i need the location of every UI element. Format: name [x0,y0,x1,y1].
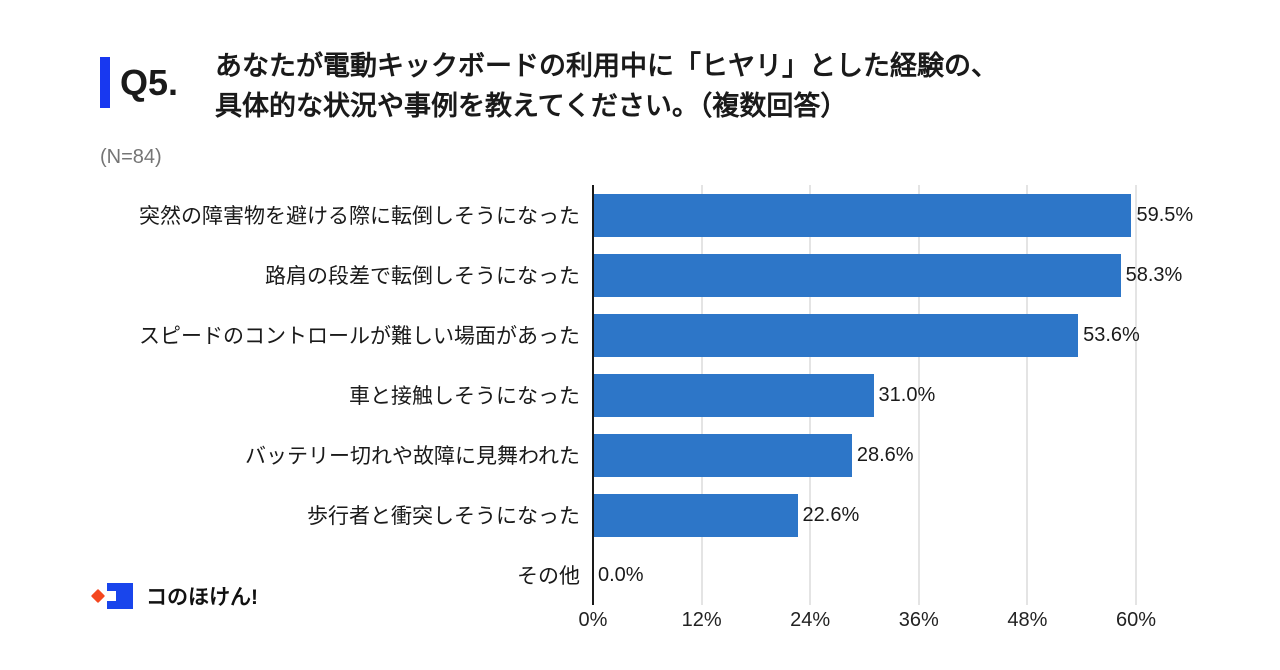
gridline [1135,185,1137,605]
question-accent-bar [100,57,110,108]
x-tick-label: 24% [790,609,831,631]
category-label: その他 [517,565,580,588]
title-line-1: あなたが電動キックボードの利用中に「ヒヤリ」とした経験の、 [215,51,998,81]
category-label: 歩行者と衝突しそうになった [307,505,580,528]
bar-track: 31.0% [593,374,1136,417]
value-label: 59.5% [1136,204,1194,226]
value-label: 58.3% [1125,264,1183,286]
bar [593,314,1079,357]
y-axis-line [592,185,594,605]
chart-row: スピードのコントロールが難しい場面があった 53.6% [0,305,1280,365]
x-tick-label: 0% [578,609,608,631]
bar-track: 58.3% [593,254,1182,297]
bar-track: 28.6% [593,434,1136,477]
konohoken-logo-icon [90,581,134,611]
brand-logo-text: コのほけん! [146,586,258,609]
value-label: 53.6% [1083,324,1140,346]
bar-chart: 突然の障害物を避ける際に転倒しそうになった 59.5% 路肩の段差で転倒しそうになっ… [0,185,1280,645]
bar [593,434,852,477]
bar [593,374,874,417]
question-number: Q5. [120,62,179,103]
gridline [918,185,920,605]
x-tick-label: 12% [681,609,722,631]
chart-row: 車と接触しそうになった 31.0% [0,365,1280,425]
bar-track: 22.6% [593,494,1136,537]
bar [593,494,798,537]
x-axis: 0% 12% 24% 36% 48% 60% [579,609,1156,639]
value-label: 31.0% [878,384,936,406]
sample-size-label: (N=84) [100,146,162,168]
bar [593,194,1132,237]
category-label: スピードのコントロールが難しい場面があった [139,325,580,348]
x-tick-label: 36% [898,609,939,631]
value-label: 28.6% [856,444,914,466]
brand-logo: コのほけん! [90,581,258,611]
chart-row: その他 0.0% [0,545,1280,605]
page-title: あなたが電動キックボードの利用中に「ヒヤリ」とした経験の、 具体的な状況や事例を… [215,46,998,126]
chart-row: 歩行者と衝突しそうになった 22.6% [0,485,1280,545]
bar-track: 59.5% [593,194,1193,237]
category-label: 路肩の段差で転倒しそうになった [265,265,580,288]
x-tick-label: 60% [1115,609,1157,631]
chart-row: 路肩の段差で転倒しそうになった 58.3% [0,245,1280,305]
chart-row: 突然の障害物を避ける際に転倒しそうになった 59.5% [0,185,1280,245]
bar-track: 53.6% [593,314,1140,357]
value-label: 22.6% [802,504,860,526]
bar [593,254,1121,297]
bar-track: 0.0% [593,554,1136,597]
value-label: 0.0% [598,564,644,586]
logo-notch-shape [107,591,116,601]
category-label: 突然の障害物を避ける際に転倒しそうになった [139,205,580,228]
chart-rows: 突然の障害物を避ける際に転倒しそうになった 59.5% 路肩の段差で転倒しそうになっ… [0,185,1280,600]
x-tick-label: 48% [1007,609,1048,631]
chart-row: バッテリー切れや故障に見舞われた 28.6% [0,425,1280,485]
category-label: バッテリー切れや故障に見舞われた [245,445,580,468]
title-line-2: 具体的な状況や事例を教えてください。（複数回答） [215,91,848,121]
category-label: 車と接触しそうになった [349,385,580,408]
gridline [1026,185,1028,605]
